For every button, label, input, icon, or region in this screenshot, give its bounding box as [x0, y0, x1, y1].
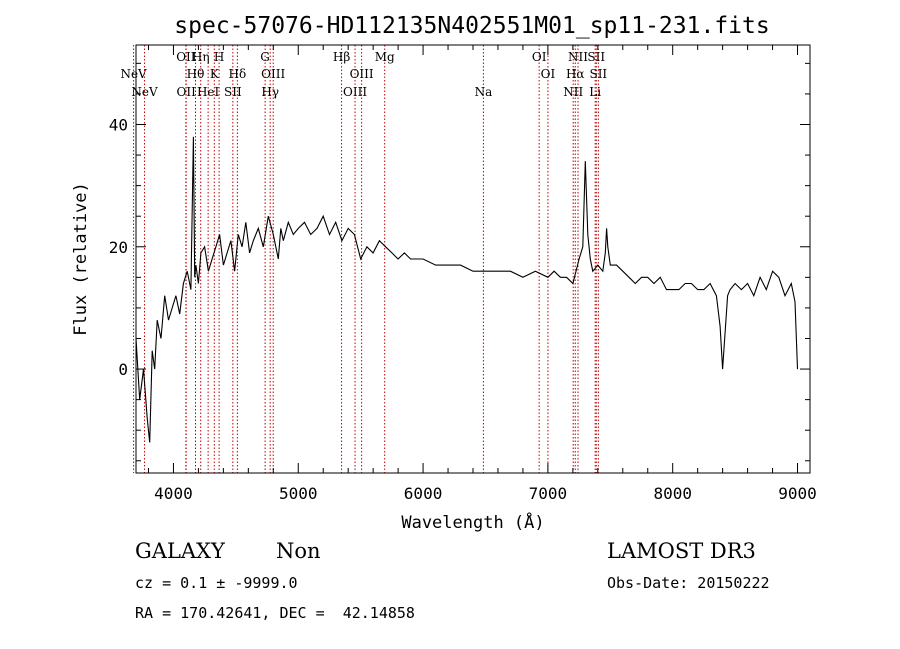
x-tick-label-4: 8000	[653, 484, 692, 503]
line-label-24: SII	[587, 50, 605, 64]
line-label-20: OI	[541, 67, 556, 81]
line-label-21: NII	[568, 50, 588, 64]
line-label-3: Hη	[192, 50, 210, 64]
x-tick-label-3: 7000	[529, 484, 568, 503]
line-label-16: OIII	[343, 85, 367, 99]
line-label-22: Hα	[566, 67, 585, 81]
line-label-7: H	[214, 50, 224, 64]
x-tick-label-0: 4000	[154, 484, 193, 503]
observation-date: Obs-Date: 20150222	[607, 574, 770, 592]
y-tick-label-1: 20	[109, 238, 128, 257]
survey-name: LAMOST DR3	[607, 539, 756, 563]
line-label-9: Hδ	[229, 67, 247, 81]
line-label-11: G	[260, 50, 270, 64]
chart-title: spec-57076-HD112135N402551M01_sp11-231.f…	[174, 13, 769, 39]
x-tick-label-5: 9000	[778, 484, 817, 503]
line-label-18: Na	[475, 85, 493, 99]
line-label-1: NeV	[120, 67, 147, 81]
x-axis-label: Wavelength (Å)	[401, 511, 544, 533]
line-label-19: OI	[532, 50, 547, 64]
object-class: GALAXY	[135, 539, 225, 563]
spectrum-series-line	[135, 136, 799, 443]
x-axis-ticks: 4000 5000 6000 7000 8000 9000	[147, 45, 817, 503]
y-tick-label-0: 0	[118, 360, 128, 379]
x-tick-label-1: 5000	[279, 484, 318, 503]
y-axis-ticks: 0 20 40	[109, 62, 810, 462]
redshift-readout: cz = 0.1 ± -9999.0	[135, 574, 298, 592]
x-tick-label-2: 6000	[404, 484, 443, 503]
line-label-6: HeI	[197, 85, 220, 99]
line-label-5: OII	[176, 85, 196, 99]
emission-line-markers	[133, 45, 599, 473]
line-label-8: K	[210, 67, 220, 81]
line-label-2: OII	[176, 50, 196, 64]
line-label-23: NII	[563, 85, 583, 99]
line-label-13: Hγ	[261, 85, 279, 99]
y-axis-label: Flux (relative)	[71, 182, 91, 336]
object-subclass: Non	[276, 539, 321, 563]
y-tick-label-2: 40	[109, 115, 128, 134]
line-label-4: Hθ	[187, 67, 205, 81]
line-label-25: SII	[589, 67, 607, 81]
line-label-17: Mg	[375, 50, 395, 64]
line-label-10: SII	[224, 85, 242, 99]
line-label-12: OIII	[261, 67, 285, 81]
line-label-15: OIII	[350, 67, 374, 81]
line-label-14: Hβ	[333, 50, 350, 64]
ra-dec-readout: RA = 170.42641, DEC = 42.14858	[135, 604, 415, 622]
line-label-0: NeV	[131, 85, 158, 99]
line-label-26: Li	[589, 85, 601, 99]
